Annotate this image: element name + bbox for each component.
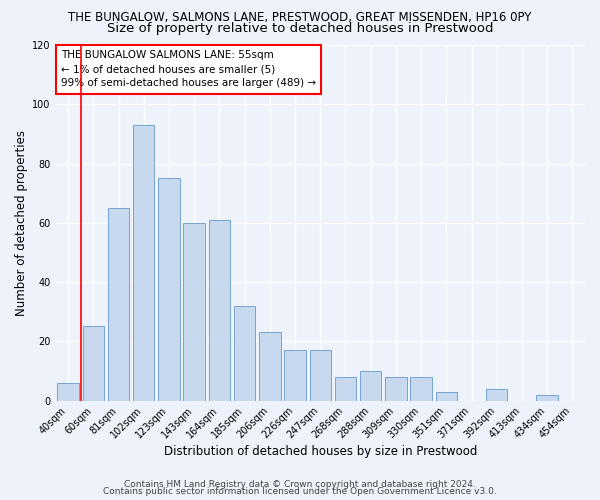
Bar: [108, 208, 129, 400]
Bar: [536, 394, 558, 400]
Bar: [410, 377, 432, 400]
Bar: [486, 388, 508, 400]
Y-axis label: Number of detached properties: Number of detached properties: [15, 130, 28, 316]
Bar: [158, 178, 180, 400]
Bar: [259, 332, 281, 400]
Bar: [436, 392, 457, 400]
Bar: [58, 383, 79, 400]
Bar: [385, 377, 407, 400]
Text: Contains HM Land Registry data © Crown copyright and database right 2024.: Contains HM Land Registry data © Crown c…: [124, 480, 476, 489]
Bar: [209, 220, 230, 400]
Bar: [360, 371, 382, 400]
Bar: [133, 125, 154, 400]
Text: THE BUNGALOW SALMONS LANE: 55sqm
← 1% of detached houses are smaller (5)
99% of : THE BUNGALOW SALMONS LANE: 55sqm ← 1% of…: [61, 50, 316, 88]
Bar: [335, 377, 356, 400]
Bar: [234, 306, 256, 400]
Bar: [310, 350, 331, 401]
Bar: [83, 326, 104, 400]
Text: Size of property relative to detached houses in Prestwood: Size of property relative to detached ho…: [107, 22, 493, 35]
Text: THE BUNGALOW, SALMONS LANE, PRESTWOOD, GREAT MISSENDEN, HP16 0PY: THE BUNGALOW, SALMONS LANE, PRESTWOOD, G…: [68, 11, 532, 24]
Bar: [184, 223, 205, 400]
Text: Contains public sector information licensed under the Open Government Licence v3: Contains public sector information licen…: [103, 488, 497, 496]
X-axis label: Distribution of detached houses by size in Prestwood: Distribution of detached houses by size …: [164, 444, 477, 458]
Bar: [284, 350, 306, 401]
